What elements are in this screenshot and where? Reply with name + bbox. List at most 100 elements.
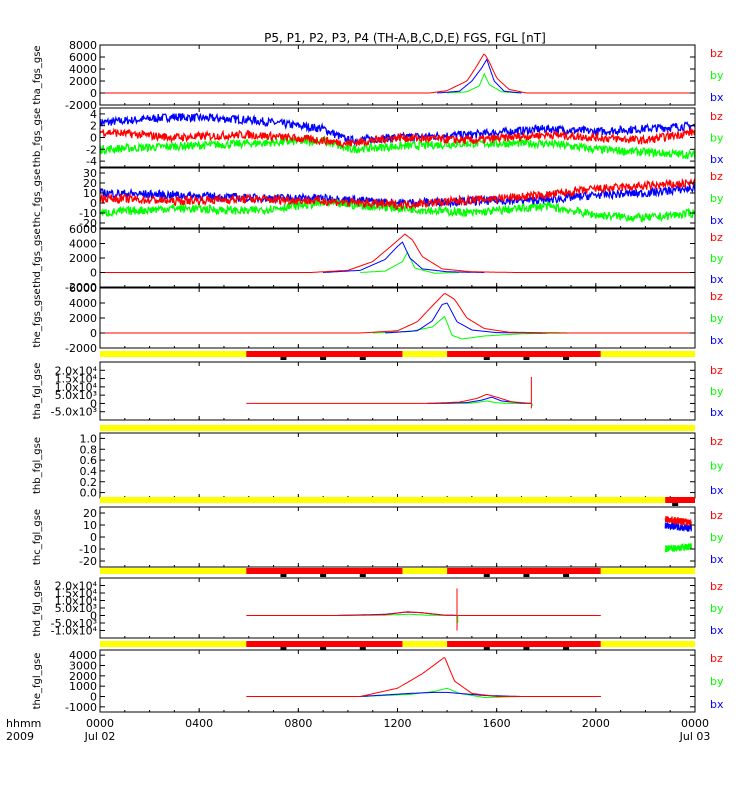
legend-bx: bx: [710, 153, 724, 166]
legend-by: by: [710, 312, 724, 325]
panel-frame: [99, 506, 696, 568]
flag-mark: [523, 647, 530, 650]
flag-segment: [447, 568, 601, 574]
y-tick-label: 2000: [69, 75, 97, 88]
y-tick-label: 2.0x10⁴: [55, 580, 98, 593]
legend-bz: bz: [710, 47, 723, 60]
flag-mark: [563, 357, 570, 360]
legend-bz: bz: [710, 170, 723, 183]
flag-mark: [359, 357, 366, 360]
legend-bz: bz: [710, 652, 723, 665]
y-tick-label: -2: [86, 143, 97, 156]
x-corner-label-year: 2009: [6, 730, 34, 743]
series-bz: [664, 516, 692, 527]
series-bz: [100, 293, 695, 334]
flag-segment: [402, 351, 448, 357]
series-bz: [100, 177, 695, 211]
legend-by: by: [710, 460, 724, 473]
y-tick-label: 5.0x10³: [55, 602, 97, 615]
flag-mark: [483, 574, 490, 577]
y-tick-label: 0: [90, 132, 97, 145]
flag-mark: [280, 574, 287, 577]
legend-bz: bz: [710, 364, 723, 377]
flag-segment: [246, 351, 403, 357]
flag-mark: [483, 357, 490, 360]
legend-by: by: [710, 531, 724, 544]
y-tick-label: 6000: [69, 51, 97, 64]
y-tick-label: 1.5x10⁴: [55, 587, 98, 600]
series-by: [372, 315, 571, 340]
series-bz: [246, 611, 601, 616]
x-tick-label: 1600: [483, 717, 511, 730]
x-tick-date-label: Jul 02: [84, 730, 116, 743]
flag-segment: [100, 497, 666, 503]
flag-segment: [246, 641, 403, 647]
y-tick-label: -1000: [65, 701, 97, 714]
legend-bz: bz: [710, 290, 723, 303]
y-tick-label: 1.0x10⁴: [55, 381, 98, 394]
y-tick-label: 4000: [69, 238, 97, 251]
legend-by: by: [710, 69, 724, 82]
panel-label: the_fgl_gse: [32, 653, 43, 710]
flag-mark: [320, 647, 327, 650]
x-tick-label: 1200: [384, 717, 412, 730]
y-tick-label: 30: [83, 167, 97, 180]
flag-segment: [100, 425, 695, 431]
y-tick-label: 2000: [69, 252, 97, 265]
series-bz: [246, 657, 601, 697]
panel-label: thb_fgl_gse: [32, 437, 43, 494]
y-tick-label: -20: [79, 217, 97, 230]
y-tick-label: 0.8: [80, 443, 98, 456]
flag-mark: [563, 647, 570, 650]
series-bx: [323, 241, 485, 273]
panel-label: thc_fgl_gse: [32, 509, 43, 565]
y-tick-label: 6000: [69, 223, 97, 236]
flag-mark: [320, 574, 327, 577]
flag-segment: [447, 641, 601, 647]
legend-bx: bx: [710, 406, 724, 419]
legend-bx: bx: [710, 334, 724, 347]
y-tick-label: 4000: [69, 63, 97, 76]
y-tick-label: 0: [90, 267, 97, 280]
legend-bz: bz: [710, 231, 723, 244]
y-tick-label: 0: [90, 87, 97, 100]
flag-mark: [359, 647, 366, 650]
y-tick-label: 1.5x10⁴: [55, 373, 98, 386]
x-tick-label: 0000: [86, 717, 114, 730]
legend-bx: bx: [710, 273, 724, 286]
y-tick-label: 2.0x10⁴: [55, 364, 98, 377]
series-bz: [100, 53, 695, 94]
flag-segment: [600, 641, 695, 647]
legend-bx: bx: [710, 214, 724, 227]
plot-area: [100, 53, 695, 94]
y-tick-label: 2: [90, 120, 97, 133]
plot-area: [100, 112, 695, 160]
panel-label: tha_fgs_gse: [32, 45, 43, 104]
x-tick-label: 0800: [284, 717, 312, 730]
y-tick-label: 1.0: [80, 432, 98, 445]
flag-mark: [523, 357, 530, 360]
y-tick-label: 0.2: [80, 476, 98, 489]
y-tick-label: 4: [90, 108, 97, 121]
series-bx: [437, 58, 522, 94]
plot-area: [100, 233, 695, 274]
y-tick-label: 2000: [69, 312, 97, 325]
y-tick-label: 2000: [69, 670, 97, 683]
y-tick-label: 0: [90, 691, 97, 704]
y-tick-label: 10: [83, 519, 97, 532]
y-tick-label: -1.0x10⁴: [51, 625, 98, 638]
y-tick-label: 4000: [69, 297, 97, 310]
legend-by: by: [710, 132, 724, 145]
panel-frame: [99, 649, 696, 713]
panel-frame: [99, 287, 696, 349]
legend-by: by: [710, 675, 724, 688]
series-bx: [100, 182, 695, 209]
x-tick-label: 0000: [681, 717, 709, 730]
